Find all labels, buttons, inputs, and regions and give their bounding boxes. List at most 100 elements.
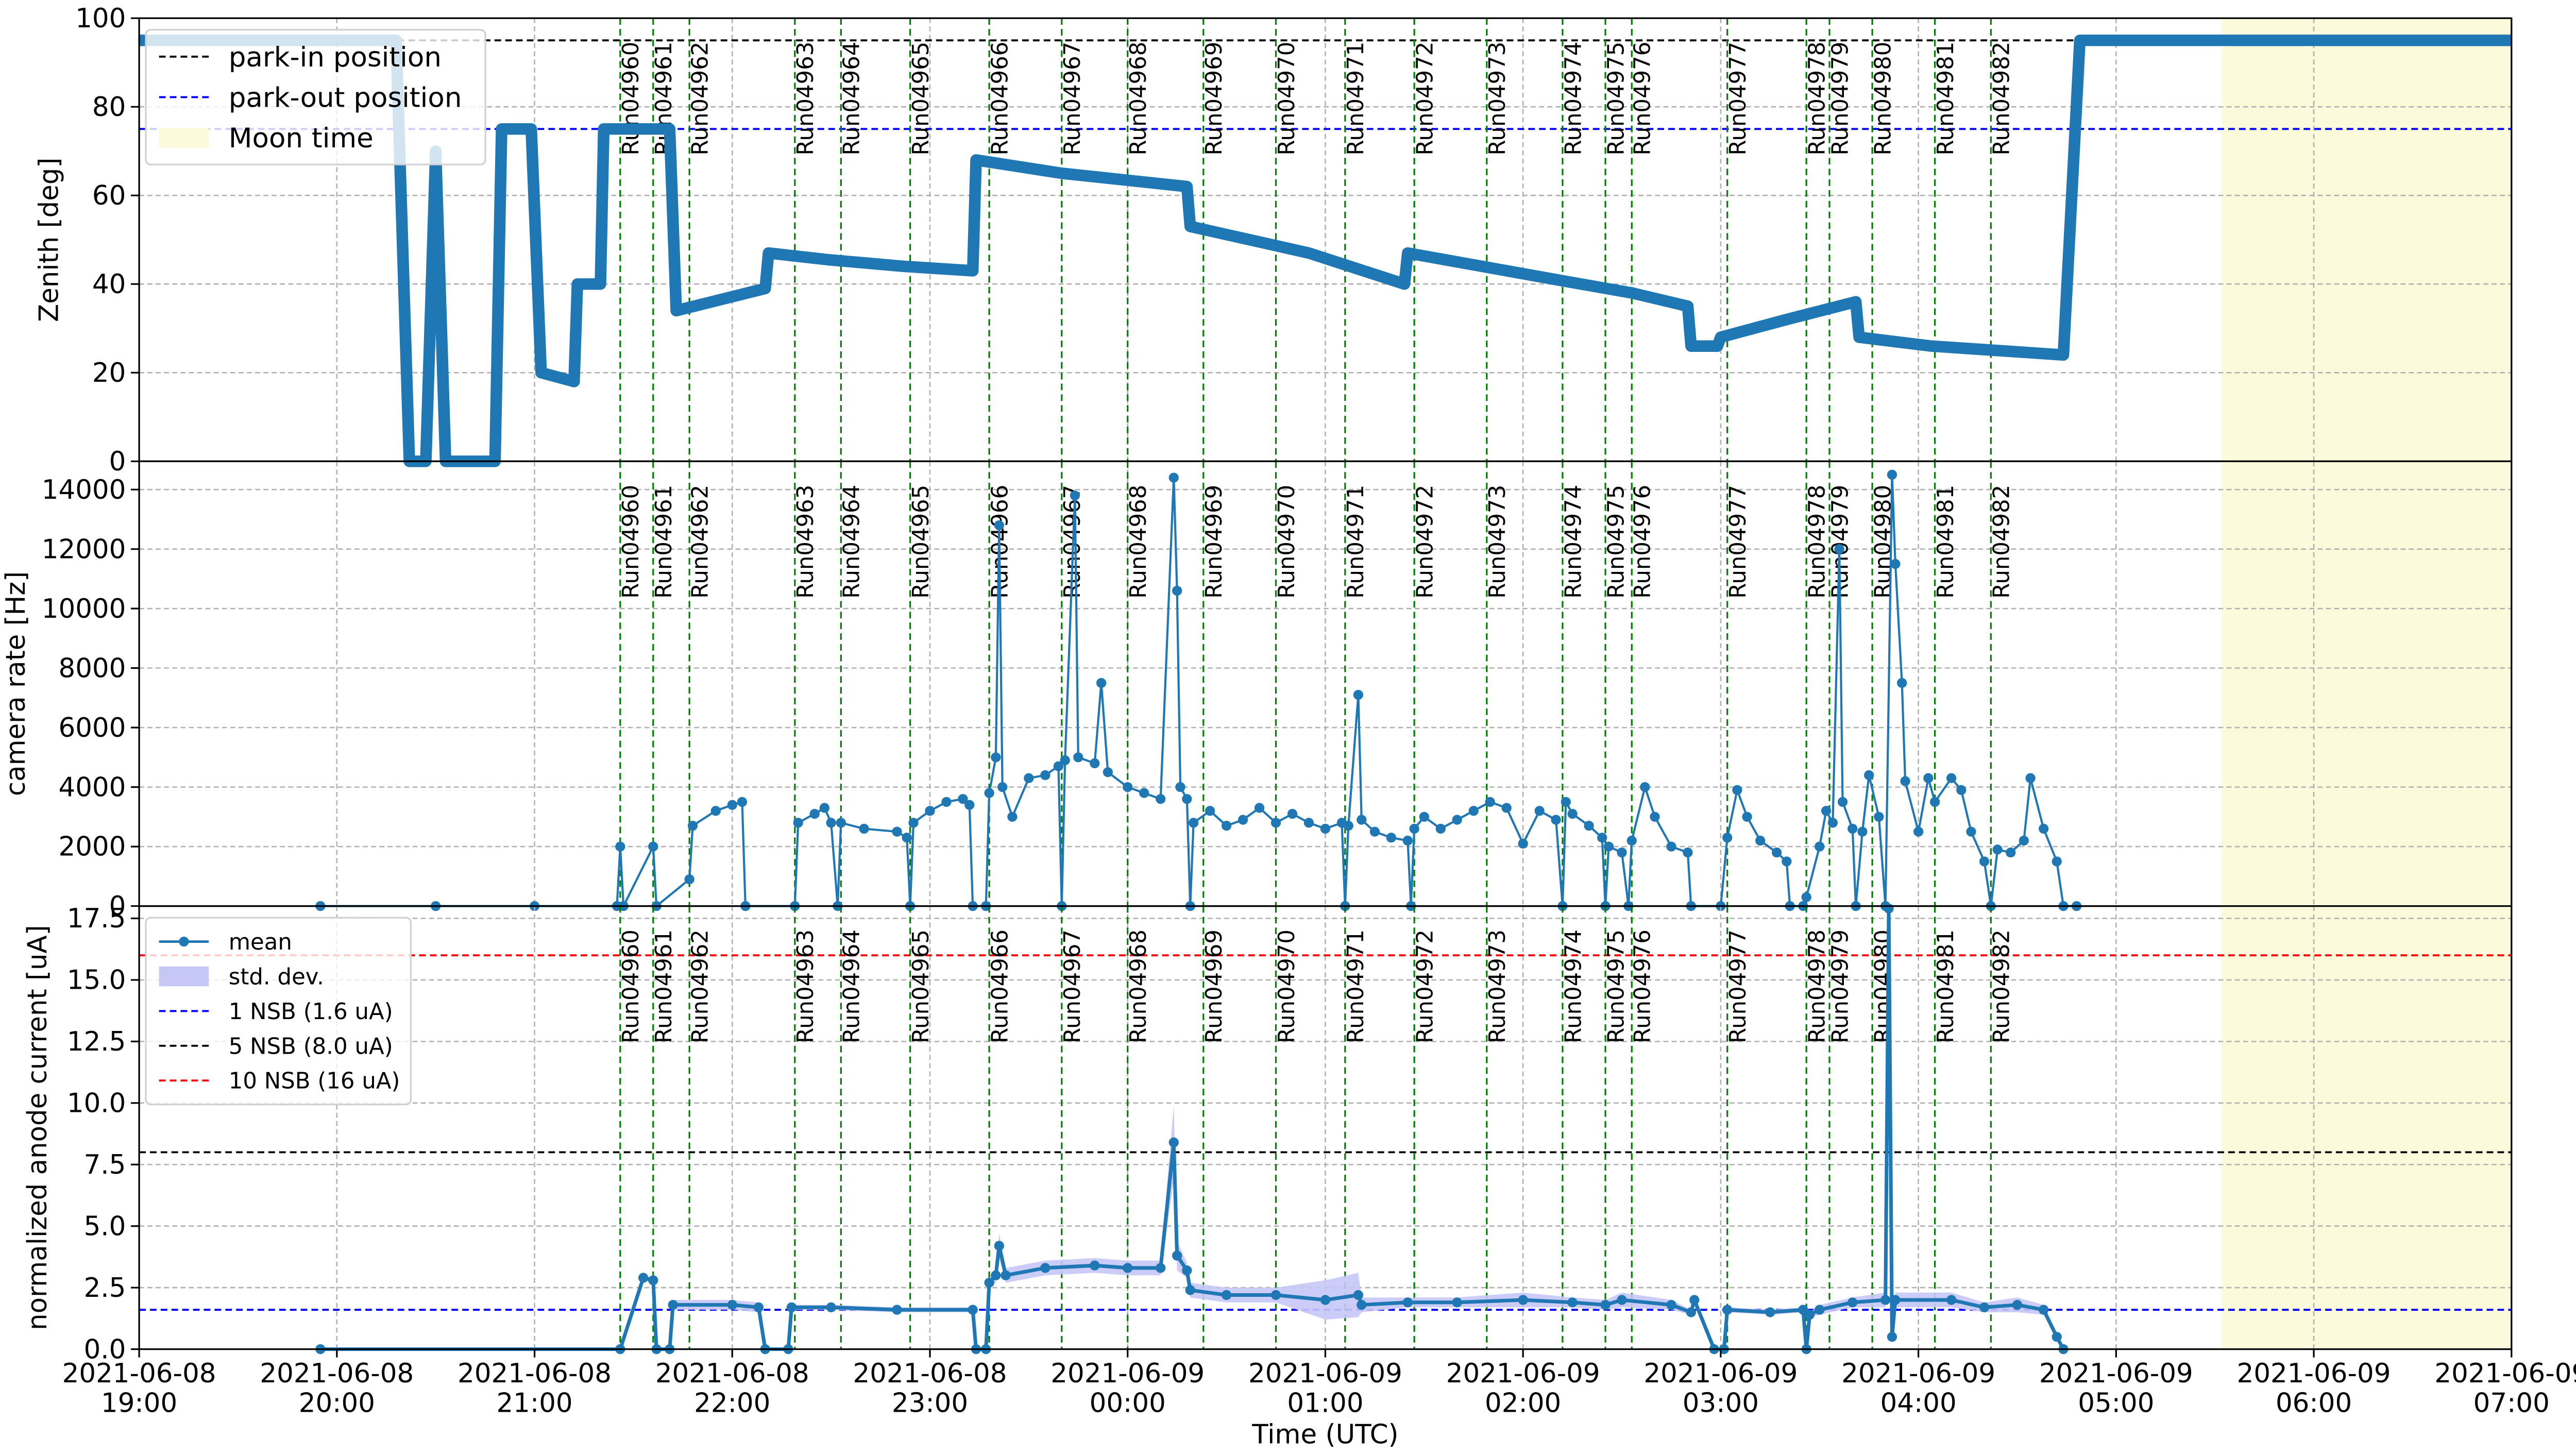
data-point [2019,835,2029,846]
x-tick-label-line: 05:00 [2078,1388,2154,1419]
data-point [1357,1299,1367,1310]
data-point [991,1270,1001,1280]
data-point [1452,815,1462,825]
x-tick-label-line: 20:00 [299,1388,375,1419]
data-point [892,826,902,837]
legend-swatch [179,936,189,947]
data-point [1096,678,1107,688]
run-label: Run04966 [987,42,1013,156]
data-point [1070,490,1080,501]
data-point [1771,848,1782,858]
data-point [2006,848,2016,858]
data-point [997,782,1008,792]
x-tick-label-line: 2021-06-09 [2237,1358,2391,1389]
y-tick-label: 0 [109,891,126,922]
data-point [1270,1290,1281,1300]
data-point [2025,773,2036,783]
run-label: Run04961 [651,929,677,1043]
data-point [1880,1295,1891,1305]
legend-swatch [159,966,209,987]
data-point [991,752,1001,763]
data-point [1821,806,1832,816]
data-point [615,841,625,852]
data-point [1640,782,1650,792]
data-point [1320,1295,1331,1305]
data-point [1156,1263,1166,1273]
data-point [1683,848,1693,858]
run-label: Run04965 [908,42,934,156]
run-label: Run04960 [618,485,644,599]
x-tick-label-line: 23:00 [892,1388,968,1419]
legend-label: 5 NSB (8.0 uA) [229,1034,393,1059]
data-point [1386,833,1397,843]
run-label: Run04977 [1725,929,1751,1043]
run-label: Run04964 [839,485,865,599]
panel: 0 2000 4000 6000 8000 10000 12000 14000 Run04960… [1,460,2513,922]
data-point [1827,818,1838,828]
data-point [925,806,935,816]
data-point [1007,811,1018,822]
legend-label: Moon time [229,123,374,154]
x-tick-label: 2021-06-09 04:00 [1841,1358,1995,1419]
x-tick-label-line: 2021-06-08 [62,1358,216,1389]
data-point [1172,585,1182,596]
x-tick-label: 2021-06-08 21:00 [457,1358,612,1419]
run-label: Run04971 [1343,929,1369,1043]
data-point [1518,838,1528,849]
data-point [1040,1263,1050,1273]
y-tick-label: 80 [92,92,126,123]
x-tick-label-line: 01:00 [1287,1388,1363,1419]
data-point [1722,1305,1733,1315]
data-point [984,1277,994,1288]
data-point [1287,808,1298,819]
data-point [1929,797,1940,807]
run-label: Run04968 [1126,485,1151,599]
run-label: Run04972 [1412,929,1438,1043]
data-point [1501,803,1512,813]
data-point [1666,1299,1676,1310]
data-point [1369,826,1380,837]
legend-label: park-out position [229,82,462,114]
run-label: Run04962 [687,42,713,156]
run-label: Run04973 [1485,485,1511,599]
y-tick-label: 15.0 [67,965,126,996]
data-point [1617,1295,1627,1305]
y-axis-label: Zenith [deg] [33,158,64,322]
x-tick-label-line: 2021-06-08 [853,1358,1007,1389]
y-tick-label: 4000 [59,772,126,803]
data-point [1946,773,1957,783]
run-label: Run04975 [1603,485,1629,599]
x-tick-label-line: 21:00 [496,1388,572,1419]
x-tick-label-line: 04:00 [1880,1388,1957,1419]
run-label: Run04976 [1630,485,1656,599]
legend-swatch [159,127,209,148]
data-point [1468,806,1479,816]
run-label: Run04973 [1485,42,1511,156]
x-tick-label-line: 2021-06-09 [2039,1358,2193,1389]
x-tick-label-line: 19:00 [101,1388,177,1419]
data-point [1864,770,1874,781]
run-label: Run04976 [1630,929,1656,1043]
data-point [1238,815,1248,825]
run-label: Run04966 [987,929,1013,1043]
run-label: Run04980 [1870,929,1896,1043]
data-point [1402,835,1413,846]
run-label: Run04982 [1989,929,2015,1043]
data-point [1966,826,1976,837]
y-tick-label: 14000 [42,475,126,505]
data-point [1090,1260,1100,1271]
run-label: Run04961 [651,485,677,599]
data-point [1357,815,1367,825]
data-point [892,1305,902,1315]
x-tick-label: 2021-06-09 05:00 [2039,1358,2193,1419]
data-point [1060,755,1070,766]
panel: 0.0 2.5 5.0 7.5 10.0 12.5 15.0 17.5 Run04960 Run0… [22,903,2576,1450]
data-point [819,803,829,813]
run-label: Run04981 [1933,929,1959,1043]
data-point [1040,770,1050,781]
y-tick-label: 6000 [59,713,126,743]
moon-span [2221,18,2512,462]
y-tick-label: 20 [92,358,126,388]
